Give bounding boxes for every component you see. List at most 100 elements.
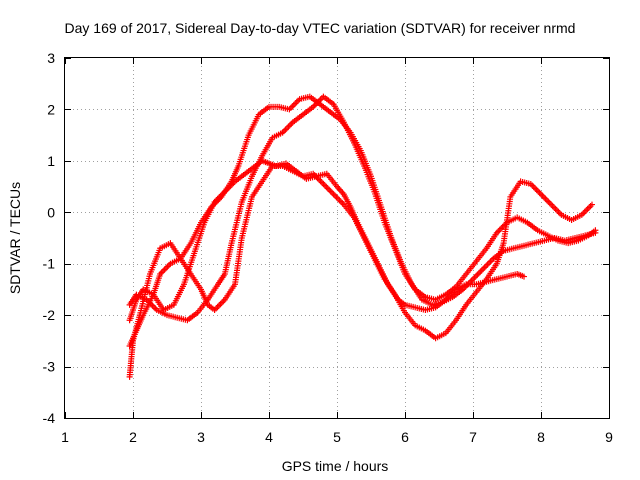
data-point <box>323 183 330 190</box>
data-point <box>217 301 224 308</box>
data-point <box>470 276 476 283</box>
data-point <box>218 299 225 306</box>
data-points <box>126 93 599 380</box>
data-point <box>587 203 594 210</box>
data-point <box>477 268 484 275</box>
data-point <box>333 194 340 201</box>
y-axis-label: SDTVAR / TECUs <box>7 182 23 294</box>
data-point <box>483 262 490 269</box>
data-point <box>282 126 289 133</box>
data-point <box>543 197 550 204</box>
data-point <box>327 188 334 195</box>
data-point <box>589 201 595 208</box>
data-point <box>542 195 549 202</box>
data-point <box>337 198 344 205</box>
data-point <box>287 104 294 111</box>
data-point <box>318 179 325 186</box>
data-point <box>290 102 297 109</box>
data-point <box>539 192 546 199</box>
data-point <box>293 99 300 106</box>
data-point <box>332 192 339 199</box>
y-tick-label: -2 <box>43 307 56 323</box>
data-point <box>488 257 495 264</box>
data-point <box>586 204 593 211</box>
data-point <box>549 203 556 210</box>
axis-ticks <box>65 58 610 419</box>
x-axis-label: GPS time / hours <box>282 458 389 474</box>
x-tick-label: 8 <box>537 429 545 445</box>
x-tick-label: 3 <box>197 429 205 445</box>
data-point <box>551 204 558 211</box>
x-tick-label: 7 <box>469 429 477 445</box>
x-tick-label: 6 <box>401 429 409 445</box>
data-point <box>583 207 590 214</box>
data-point <box>581 208 588 215</box>
data-point <box>552 205 559 212</box>
series-track-c <box>126 93 599 324</box>
data-point <box>285 123 292 130</box>
data-point <box>464 282 471 289</box>
data-point <box>496 226 503 233</box>
data-point <box>532 185 539 192</box>
data-point <box>538 191 544 198</box>
x-tick-label: 4 <box>265 429 273 445</box>
plot-frame <box>64 57 610 419</box>
x-tick-label: 5 <box>333 429 341 445</box>
data-point <box>339 200 346 207</box>
data-point <box>213 305 220 312</box>
data-point <box>548 201 555 208</box>
data-point <box>484 261 491 268</box>
x-tick-label: 1 <box>61 429 69 445</box>
data-point <box>475 270 482 277</box>
data-point <box>533 186 540 193</box>
data-point <box>540 194 547 201</box>
data-point <box>283 125 290 132</box>
data-point <box>161 266 168 273</box>
data-point <box>326 186 333 193</box>
data-point <box>478 267 485 274</box>
y-tick-label: 0 <box>47 204 55 220</box>
x-tick-labels: 1 2 3 4 5 6 7 8 9 <box>61 429 613 445</box>
data-point <box>530 183 537 190</box>
data-point <box>555 208 562 215</box>
series-track-a <box>126 157 527 324</box>
data-point <box>487 258 494 265</box>
chart-title: Day 169 of 2017, Sidereal Day-to-day VTE… <box>65 20 576 36</box>
y-tick-label: 1 <box>47 153 55 169</box>
data-point <box>163 265 170 272</box>
data-point <box>474 271 481 278</box>
x-tick-label: 2 <box>129 429 137 445</box>
data-point <box>330 191 337 198</box>
data-point <box>545 198 552 205</box>
y-tick-label: 2 <box>47 101 55 117</box>
series-track-d <box>126 163 595 380</box>
data-point <box>521 273 527 280</box>
data-point <box>584 205 591 212</box>
data-point <box>481 264 488 271</box>
data-point <box>329 189 336 196</box>
data-point <box>320 181 327 187</box>
y-tick-label: -3 <box>43 359 56 375</box>
data-point <box>554 207 561 214</box>
data-point <box>592 227 599 234</box>
data-point <box>292 100 299 107</box>
data-point <box>160 268 167 275</box>
y-tick-label: 3 <box>47 50 55 66</box>
data-point <box>535 188 542 195</box>
data-point <box>317 178 324 185</box>
y-tick-labels: -4 -3 -2 -1 0 1 2 3 <box>43 50 56 426</box>
data-point <box>288 120 295 127</box>
data-point <box>321 182 328 189</box>
data-point <box>495 228 502 235</box>
y-tick-label: -1 <box>43 256 56 272</box>
data-point <box>480 265 487 272</box>
y-tick-label: -4 <box>43 410 56 426</box>
data-point <box>215 302 222 309</box>
data-point <box>286 122 293 129</box>
data-point <box>334 195 341 202</box>
data-point <box>471 274 478 281</box>
data-point <box>150 304 157 311</box>
data-point <box>486 259 493 266</box>
data-point <box>220 298 227 305</box>
x-tick-label: 9 <box>605 429 613 445</box>
